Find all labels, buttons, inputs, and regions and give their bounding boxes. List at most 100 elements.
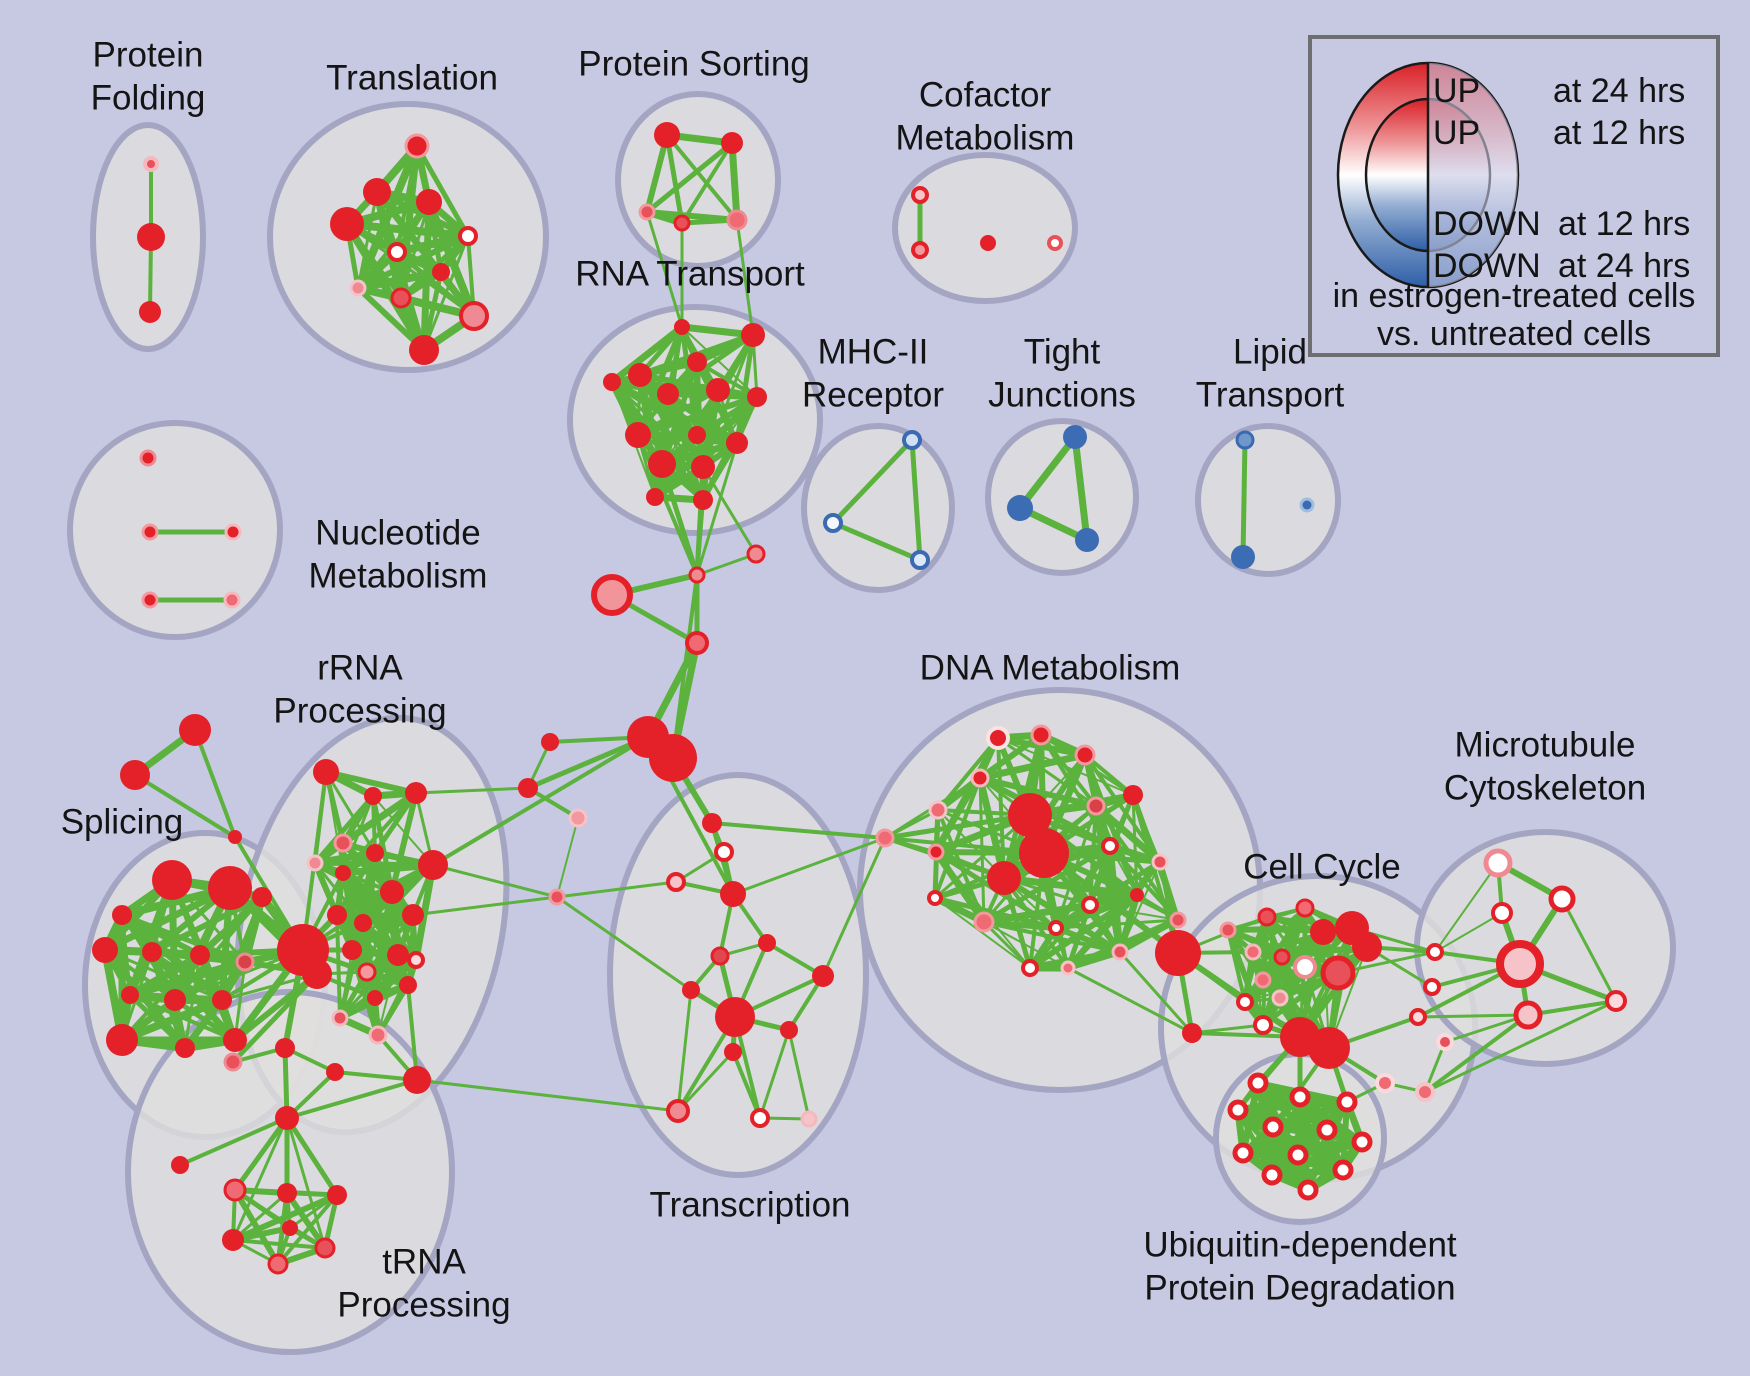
node-d6 bbox=[1086, 796, 1106, 816]
node-r14 bbox=[646, 488, 664, 506]
cluster-label-dm: DNA Metabolism bbox=[920, 649, 1181, 688]
node-u10 bbox=[1261, 1164, 1283, 1186]
node-s8 bbox=[121, 986, 139, 1004]
edge-hub2-r13 bbox=[701, 465, 758, 556]
edge-x13-x14 bbox=[676, 1050, 735, 1113]
node-d10 bbox=[1008, 793, 1052, 837]
edge-r15-hub1 bbox=[695, 498, 705, 577]
node-x15 bbox=[750, 1108, 770, 1128]
cluster-label-tj: Tight bbox=[1024, 333, 1101, 372]
node-tn13 bbox=[267, 1253, 289, 1275]
node-tn8 bbox=[223, 1178, 247, 1202]
legend-row-time: at 24 hrs bbox=[1558, 247, 1690, 285]
node-s12 bbox=[175, 1038, 195, 1058]
edge-m7-m8 bbox=[1416, 1013, 1530, 1019]
cluster-label-ub: Ubiquitin-dependent bbox=[1143, 1226, 1457, 1265]
node-d21 bbox=[1021, 959, 1039, 977]
node-mp bbox=[1436, 1033, 1454, 1051]
node-x2 bbox=[714, 842, 734, 862]
node-mh2 bbox=[823, 513, 843, 533]
edge-m3-m5 bbox=[1434, 912, 1503, 953]
node-n5 bbox=[223, 591, 241, 609]
edge-tj1-tj3 bbox=[1071, 433, 1091, 544]
edge-br1-d12 bbox=[883, 836, 1006, 880]
edge-d22-d23 bbox=[1064, 916, 1182, 972]
node-rr17 bbox=[357, 962, 377, 982]
edge-ps1-ps3 bbox=[644, 132, 670, 215]
node-cc3b bbox=[1310, 919, 1336, 945]
node-r1 bbox=[674, 319, 690, 335]
edge-t4-t5 bbox=[343, 220, 472, 240]
node-d24 bbox=[1155, 930, 1201, 976]
edge-d20-lc2 bbox=[1118, 950, 1194, 1035]
edge-lc2-cc10 bbox=[1190, 1023, 1265, 1035]
node-r2 bbox=[741, 323, 765, 347]
cluster-region-tj bbox=[985, 418, 1139, 576]
edge-x5-x9 bbox=[555, 895, 693, 992]
node-d22 bbox=[1060, 960, 1076, 976]
edge-ps3-r1 bbox=[645, 210, 684, 329]
node-rr6 bbox=[366, 844, 384, 862]
node-x14 bbox=[666, 1099, 690, 1123]
edge-tn5-tn6 bbox=[285, 1078, 419, 1120]
edge-s5-s14 bbox=[149, 894, 265, 955]
node-r10 bbox=[688, 426, 706, 444]
node-r12 bbox=[648, 450, 676, 478]
node-hub2 bbox=[746, 544, 766, 564]
node-m4 bbox=[1496, 940, 1544, 988]
node-b2 bbox=[1415, 1082, 1435, 1102]
edge-rr12-rr14 bbox=[348, 911, 417, 954]
node-ps3 bbox=[638, 203, 656, 221]
edge-ps2-ps5 bbox=[728, 139, 741, 224]
edge-br1-d10 bbox=[882, 812, 1033, 841]
node-s4 bbox=[92, 937, 118, 963]
edge-t7-t8 bbox=[354, 268, 445, 292]
node-m8 bbox=[1513, 1000, 1543, 1030]
edge-x9-x14 bbox=[676, 988, 693, 1113]
cluster-label-ps: Protein Sorting bbox=[578, 45, 810, 84]
node-s6 bbox=[190, 945, 210, 965]
node-s3 bbox=[112, 905, 132, 925]
cluster-label-lt: Lipid bbox=[1233, 333, 1307, 372]
cluster-labels: Protein Folding Translation Protein Sorting… bbox=[61, 36, 1646, 1325]
edge-x14-tn5 bbox=[415, 1078, 680, 1113]
node-cm4 bbox=[1047, 235, 1063, 251]
node-rr14 bbox=[342, 940, 362, 960]
edge-m2-m9 bbox=[1560, 897, 1618, 1003]
node-d20 bbox=[1111, 943, 1129, 961]
node-r5 bbox=[657, 383, 679, 405]
node-tn4 bbox=[326, 1063, 344, 1081]
cluster-label-tr: Translation bbox=[326, 59, 498, 98]
edge-mp-m8 bbox=[1443, 1013, 1530, 1044]
edge-d7-d24 bbox=[1131, 793, 1180, 955]
node-t4 bbox=[330, 207, 364, 241]
legend-note-line1: in estrogen-treated cells bbox=[1333, 277, 1696, 315]
edge-mh1-mh2 bbox=[830, 437, 915, 526]
node-x11 bbox=[715, 997, 755, 1037]
node-rr18 bbox=[399, 976, 417, 994]
node-n3 bbox=[224, 523, 242, 541]
node-g3 bbox=[228, 830, 242, 844]
node-r8 bbox=[603, 373, 621, 391]
edge-rr3-w2 bbox=[414, 786, 530, 795]
node-rr12 bbox=[402, 904, 424, 926]
node-d11 bbox=[1019, 828, 1069, 878]
node-r4 bbox=[628, 363, 652, 387]
node-cm2 bbox=[911, 241, 929, 259]
node-tn11 bbox=[222, 1229, 244, 1251]
legend: UP at 24 hrs UP at 12 hrs DOWN at 12 hrs… bbox=[1308, 35, 1720, 357]
node-tj1 bbox=[1063, 425, 1087, 449]
edge-d4-d15 bbox=[933, 776, 982, 900]
node-ps5 bbox=[726, 209, 748, 231]
node-t7 bbox=[432, 263, 450, 281]
edge-d4-d6 bbox=[977, 775, 1099, 809]
legend-box bbox=[1308, 35, 1720, 357]
node-s1 bbox=[152, 860, 192, 900]
cluster-label-mc: Cytoskeleton bbox=[1444, 769, 1646, 808]
node-rr5 bbox=[306, 854, 324, 872]
edge-d16-d21 bbox=[982, 920, 1032, 970]
node-cm1 bbox=[911, 186, 929, 204]
cluster-region-cm bbox=[892, 152, 1078, 304]
node-s5 bbox=[142, 942, 162, 962]
